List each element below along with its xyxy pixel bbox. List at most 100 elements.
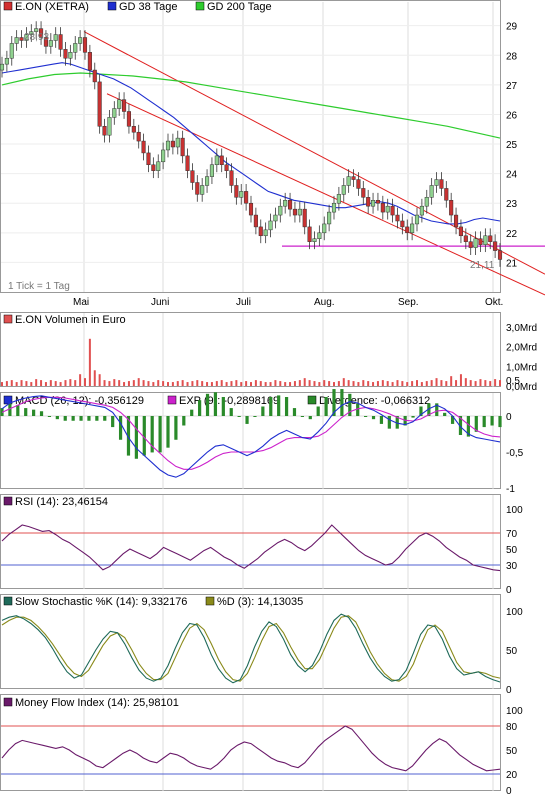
candle-body [302, 208, 307, 228]
volume-bar [401, 381, 404, 386]
candle-body [14, 37, 19, 44]
channel-upper-line [83, 31, 545, 275]
volume-bar [40, 380, 43, 386]
candle-body [24, 34, 29, 41]
volume-bar [396, 380, 399, 386]
volume-bar [162, 381, 165, 386]
divergence-bar [221, 396, 225, 416]
candle-body [322, 223, 327, 234]
candle-body [63, 49, 68, 59]
candle-body [478, 238, 483, 245]
volume-bar [484, 380, 487, 386]
divergence-bar [466, 416, 470, 437]
volume-bar [123, 382, 126, 386]
candle-body [317, 232, 322, 239]
volume-bar [459, 374, 462, 386]
volume-bar [342, 378, 345, 386]
volume-bar [279, 381, 282, 386]
divergence-bar [364, 416, 368, 417]
divergence-bar [371, 416, 376, 420]
volume-bar [69, 379, 72, 386]
month-label-sep: Sep. [398, 297, 419, 308]
candle-body [73, 43, 78, 53]
candle-body [117, 99, 122, 109]
volume-bar [352, 381, 355, 386]
volume-bar [323, 380, 326, 386]
divergence-bar [300, 416, 304, 417]
legend-label-stoch-d: %D (3): 14,13035 [217, 596, 303, 608]
volume-bar [79, 374, 82, 386]
volume-bar [313, 381, 316, 386]
candle-body [468, 241, 473, 248]
y-tick-label: 100 [506, 706, 523, 717]
candle-body [0, 63, 5, 71]
volume-bar [235, 380, 238, 386]
legend-label-gd38: GD 38 Tage [119, 1, 178, 13]
divergence-bar [198, 400, 202, 416]
candle-body [131, 126, 136, 133]
volume-bar [201, 381, 204, 386]
candle-body [48, 40, 53, 47]
candle-body [351, 176, 356, 180]
candle-body [366, 197, 371, 207]
price-legend: E.ON (XETRA) GD 38 Tage GD 200 Tage [3, 1, 272, 13]
volume-bar [132, 380, 135, 386]
candle-body [112, 108, 117, 118]
candle-body [390, 205, 395, 216]
rsi-panel-frame [0, 494, 501, 589]
volume-bar [206, 382, 209, 386]
divergence-bar [63, 416, 67, 421]
volume-bar [269, 382, 272, 386]
volume-bar [103, 380, 106, 386]
volume-bar [357, 382, 360, 386]
y-tick-label: 50 [506, 646, 518, 657]
volume-bars [1, 338, 501, 386]
divergence-bar [8, 403, 12, 416]
candle-body [288, 200, 293, 210]
volume-bar [347, 380, 350, 386]
volume-bar [113, 379, 116, 386]
candle-body [19, 37, 24, 41]
divergence-bar [435, 403, 439, 416]
candle-body [449, 200, 454, 216]
volume-bar [142, 380, 145, 386]
candle-body [395, 214, 400, 222]
candle-body [434, 179, 439, 186]
candle-body [185, 155, 190, 171]
tick-note: 1 Tick = 1 Tag [8, 281, 70, 292]
divergence-bar [419, 406, 423, 416]
candle-body [458, 226, 463, 237]
y-tick-label: 29 [506, 22, 518, 33]
legend-label-divergence: Divergence: -0,066312 [319, 395, 430, 407]
y-tick-label: 21 [506, 258, 518, 269]
y-tick-label: 0 [506, 585, 512, 596]
candle-body [102, 126, 107, 136]
volume-bar [489, 381, 492, 386]
volume-bar [450, 376, 453, 386]
volume-bar [333, 382, 335, 386]
ma200-line [1, 72, 501, 139]
month-label-juni: Juni [151, 297, 169, 308]
divergence-bar [103, 416, 107, 421]
exp-line [1, 396, 501, 470]
candle-body [419, 205, 424, 216]
volume-bar [435, 378, 438, 386]
candle-body [258, 226, 263, 237]
volume-bar [137, 378, 140, 386]
volume-bar [220, 380, 223, 386]
volume-bar [416, 380, 418, 386]
volume-bar [196, 380, 199, 386]
ma200-path [1, 72, 501, 139]
high-annotation: 28,93 [24, 32, 49, 43]
candle-body [107, 117, 112, 136]
candle-body [214, 155, 219, 166]
candle-body [146, 152, 151, 166]
volume-bar [74, 380, 77, 386]
month-labels: Mai Juni Juli Aug. Sep. Okt. [73, 297, 503, 308]
candle-body [483, 235, 488, 245]
volume-bar [5, 381, 8, 386]
volume-bar [264, 382, 267, 386]
volume-bar [215, 381, 218, 386]
divergence-bar [71, 416, 75, 421]
